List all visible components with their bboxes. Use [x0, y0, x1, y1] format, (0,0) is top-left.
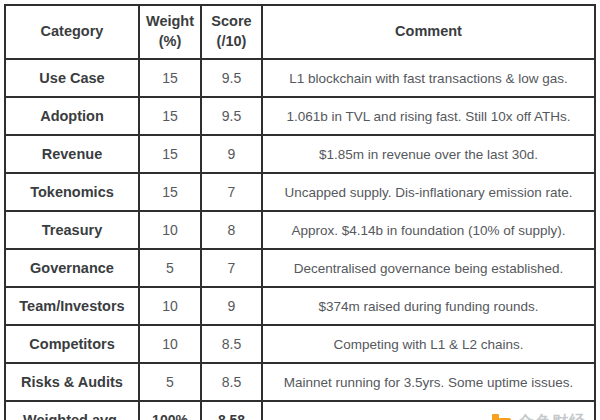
header-score-line2: (/10) — [217, 33, 247, 49]
score-cell: 9 — [201, 287, 262, 325]
footer-comment-cell: 金色财经 — [262, 401, 595, 420]
weight-cell: 10 — [139, 325, 201, 363]
comment-cell: Decentralised governance being establish… — [262, 249, 595, 287]
rating-table-page: Category Weight (%) Score (/10) Comment … — [0, 0, 600, 420]
jinse-finance-watermark: 金色财经 — [492, 412, 586, 420]
table-row: Treasury 10 8 Approx. $4.14b in foundati… — [5, 211, 595, 249]
header-weight-line2: (%) — [159, 33, 182, 49]
table-header-row: Category Weight (%) Score (/10) Comment — [5, 5, 595, 59]
footer-weight-cell: 100% — [139, 401, 201, 420]
weight-cell: 15 — [139, 135, 201, 173]
table-row: Competitors 10 8.5 Competing with L1 & L… — [5, 325, 595, 363]
category-cell: Team/Investors — [5, 287, 139, 325]
table-row: Risks & Audits 5 8.5 Mainnet running for… — [5, 363, 595, 401]
score-cell: 7 — [201, 249, 262, 287]
header-category: Category — [5, 5, 139, 59]
header-score: Score (/10) — [201, 5, 262, 59]
category-cell: Governance — [5, 249, 139, 287]
table-row: Team/Investors 10 9 $374m raised during … — [5, 287, 595, 325]
comment-cell: 1.061b in TVL and rising fast. Still 10x… — [262, 97, 595, 135]
weight-cell: 10 — [139, 211, 201, 249]
weight-cell: 15 — [139, 59, 201, 97]
score-cell: 9 — [201, 135, 262, 173]
footer-score-cell: 8.58 — [201, 401, 262, 420]
weight-cell: 15 — [139, 97, 201, 135]
table-row: Revenue 15 9 $1.85m in revenue over the … — [5, 135, 595, 173]
header-weight: Weight (%) — [139, 5, 201, 59]
comment-cell: $374m raised during funding rounds. — [262, 287, 595, 325]
weight-cell: 15 — [139, 173, 201, 211]
table-row: Governance 5 7 Decentralised governance … — [5, 249, 595, 287]
rating-table: Category Weight (%) Score (/10) Comment … — [4, 4, 596, 420]
footer-category-cell: Weighted avg. — [5, 401, 139, 420]
category-cell: Adoption — [5, 97, 139, 135]
table-row: Adoption 15 9.5 1.061b in TVL and rising… — [5, 97, 595, 135]
category-cell: Revenue — [5, 135, 139, 173]
category-cell: Tokenomics — [5, 173, 139, 211]
table-footer-row: Weighted avg. 100% 8.58 金色财经 — [5, 401, 595, 420]
header-score-line1: Score — [211, 13, 251, 29]
header-comment: Comment — [262, 5, 595, 59]
jinse-logo-icon — [492, 413, 512, 420]
comment-cell: Competing with L1 & L2 chains. — [262, 325, 595, 363]
category-cell: Use Case — [5, 59, 139, 97]
comment-cell: L1 blockchain with fast transactions & l… — [262, 59, 595, 97]
comment-cell: $1.85m in revenue over the last 30d. — [262, 135, 595, 173]
score-cell: 8.5 — [201, 325, 262, 363]
comment-cell: Uncapped supply. Dis-inflationary emissi… — [262, 173, 595, 211]
category-cell: Treasury — [5, 211, 139, 249]
table-row: Tokenomics 15 7 Uncapped supply. Dis-inf… — [5, 173, 595, 211]
header-weight-line1: Weight — [146, 13, 194, 29]
comment-cell: Mainnet running for 3.5yrs. Some uptime … — [262, 363, 595, 401]
score-cell: 7 — [201, 173, 262, 211]
comment-cell: Approx. $4.14b in foundation (10% of sup… — [262, 211, 595, 249]
watermark-text: 金色财经 — [518, 412, 586, 420]
score-cell: 8.5 — [201, 363, 262, 401]
category-cell: Competitors — [5, 325, 139, 363]
weight-cell: 10 — [139, 287, 201, 325]
score-cell: 9.5 — [201, 97, 262, 135]
score-cell: 8 — [201, 211, 262, 249]
score-cell: 9.5 — [201, 59, 262, 97]
table-row: Use Case 15 9.5 L1 blockchain with fast … — [5, 59, 595, 97]
category-cell: Risks & Audits — [5, 363, 139, 401]
weight-cell: 5 — [139, 363, 201, 401]
weight-cell: 5 — [139, 249, 201, 287]
